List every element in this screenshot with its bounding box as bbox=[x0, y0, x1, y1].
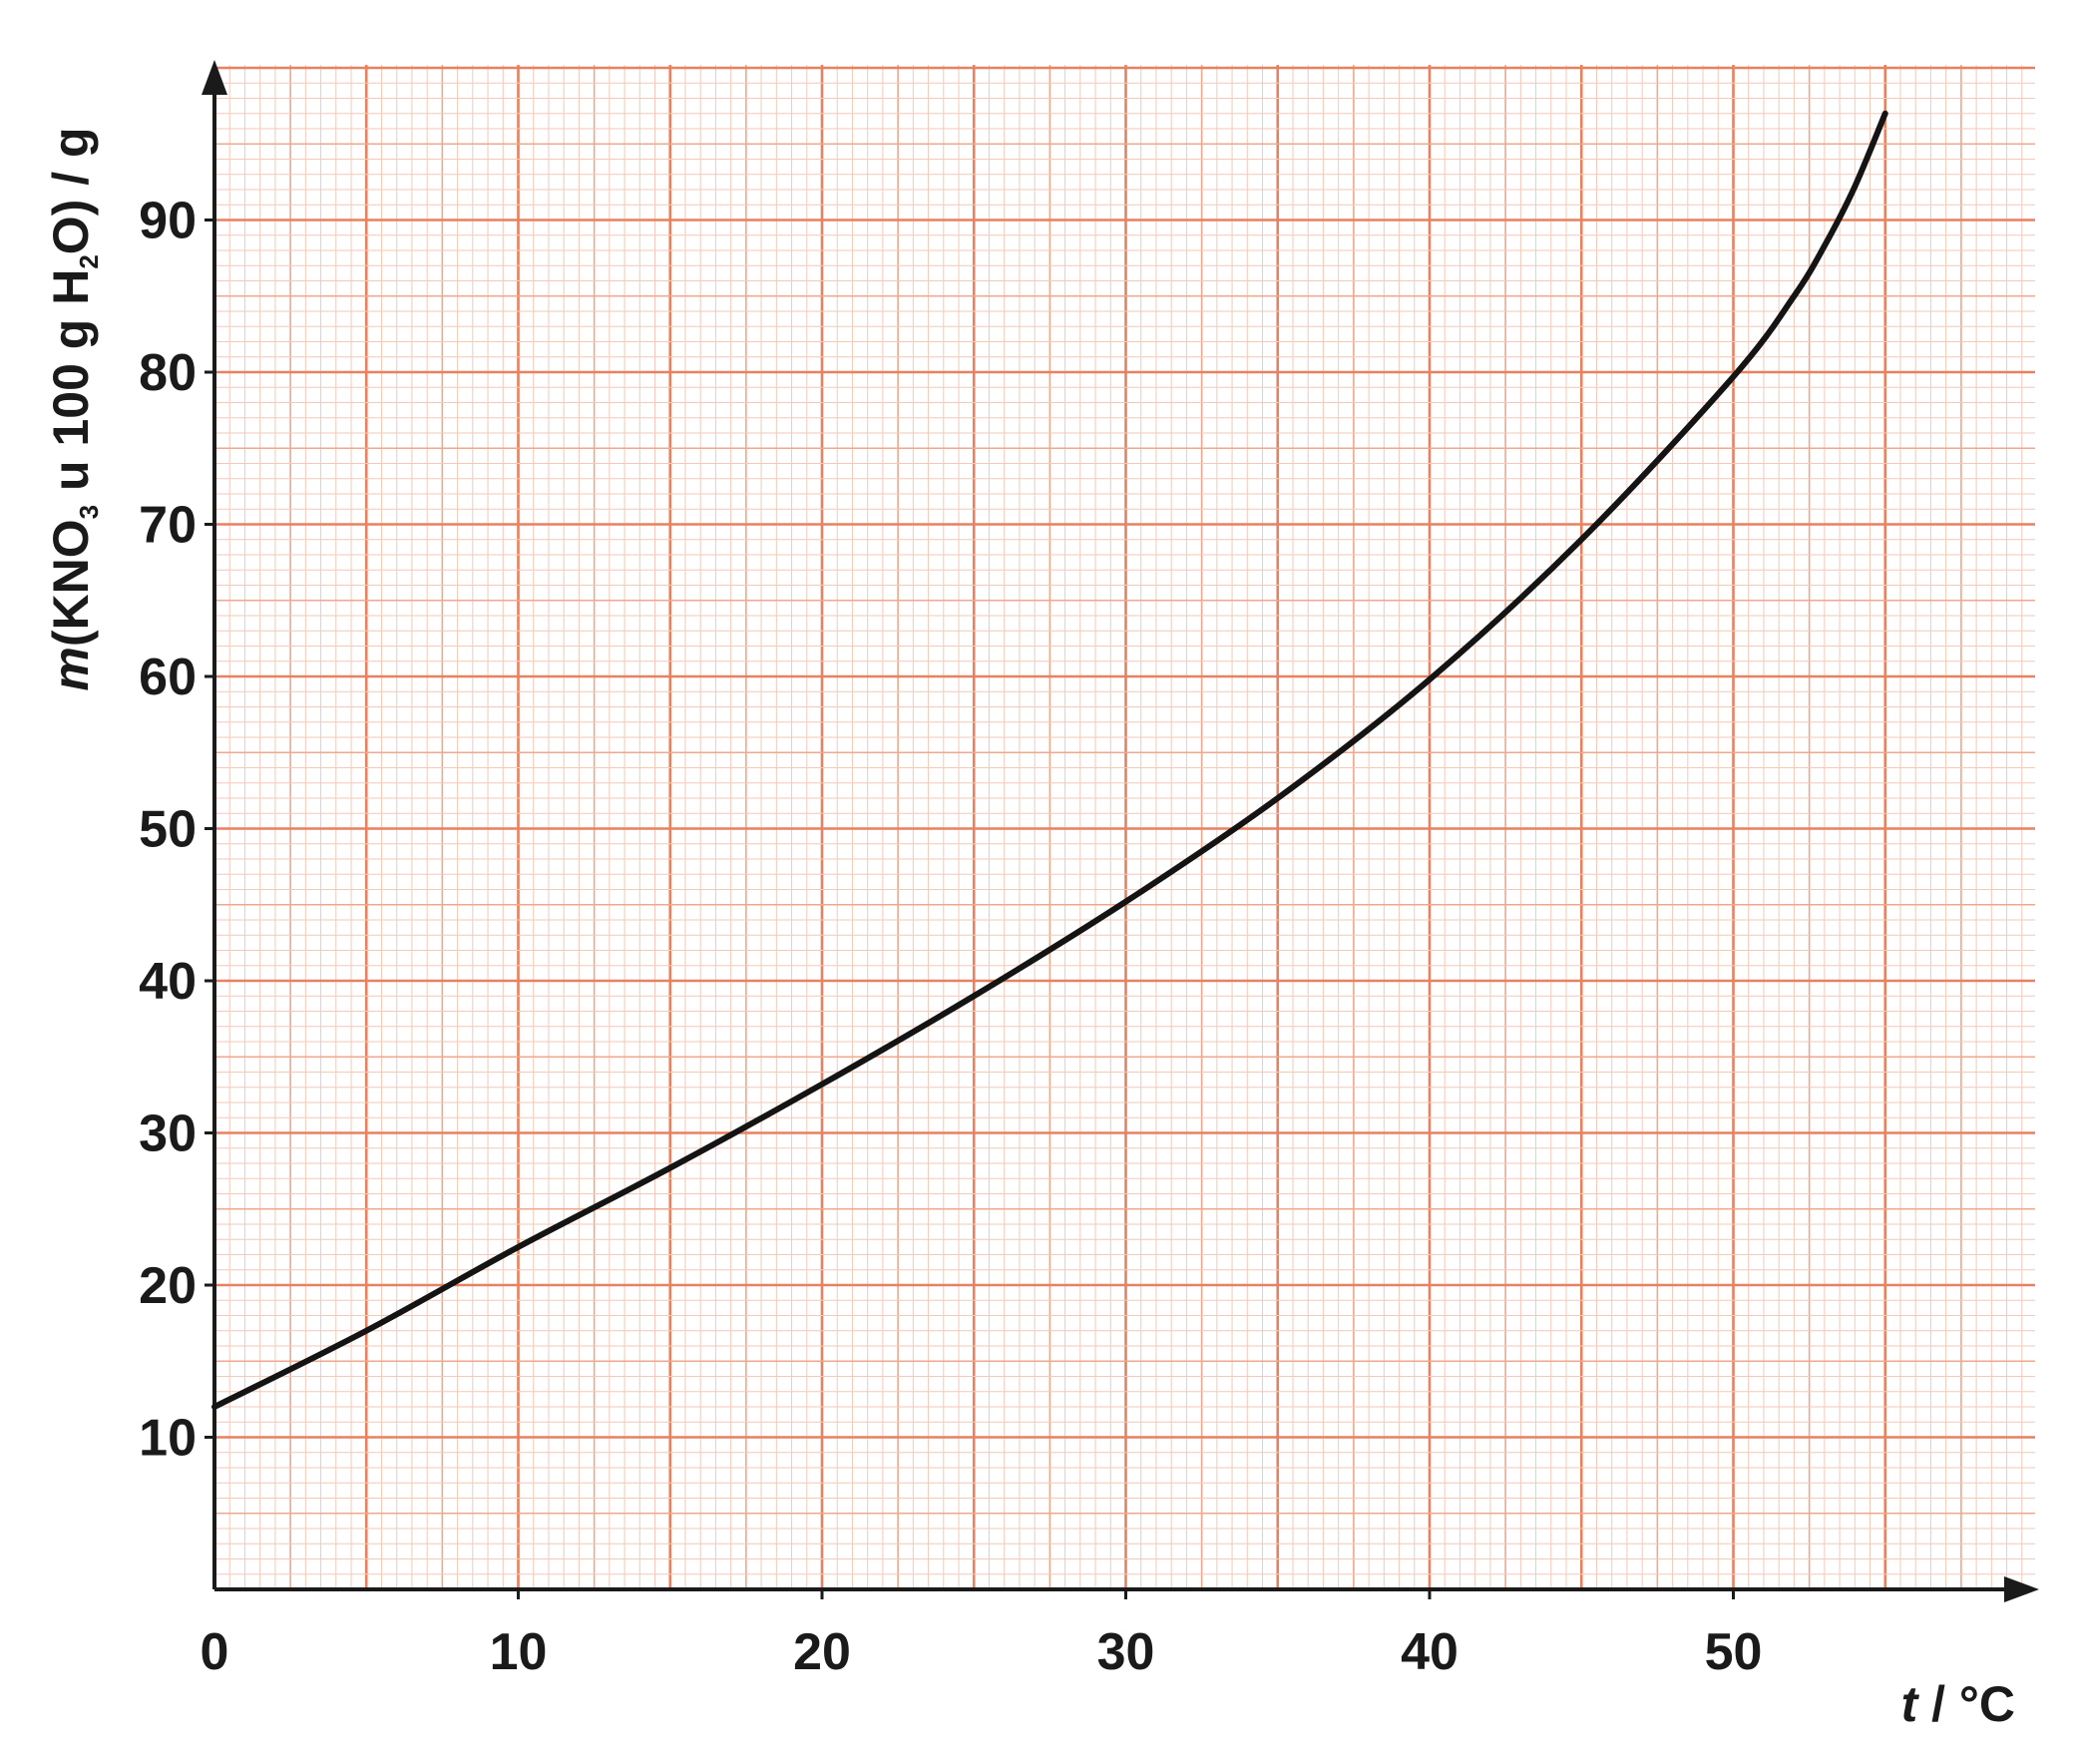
x-tick-label: 0 bbox=[201, 1623, 229, 1681]
y-tick-label: 30 bbox=[139, 1105, 197, 1163]
graph-paper-grid bbox=[212, 65, 2035, 1589]
x-axis-unit: / °C bbox=[1917, 1676, 2015, 1732]
x-axis-label: t / °C bbox=[1901, 1676, 2015, 1732]
y-axis-label-sub2: 2 bbox=[74, 254, 104, 268]
y-axis-label-sub1: 3 bbox=[74, 505, 104, 519]
y-axis-variable: m bbox=[43, 647, 99, 690]
axes bbox=[202, 60, 2039, 1602]
x-tick-label: 50 bbox=[1705, 1623, 1763, 1681]
y-axis-arrow bbox=[202, 60, 227, 95]
y-tick-label: 60 bbox=[139, 649, 197, 706]
y-axis-label-part1: (KNO bbox=[43, 519, 99, 647]
y-tick-label: 50 bbox=[139, 801, 197, 859]
x-tick-label: 30 bbox=[1097, 1623, 1155, 1681]
y-tick-label: 90 bbox=[139, 193, 197, 250]
y-tick-label: 20 bbox=[139, 1257, 197, 1315]
x-tick-label: 20 bbox=[793, 1623, 851, 1681]
solubility-curve bbox=[211, 110, 1888, 1410]
y-tick-label: 70 bbox=[139, 497, 197, 555]
x-axis-arrow bbox=[2004, 1576, 2039, 1602]
y-tick-label: 40 bbox=[139, 953, 197, 1011]
x-tick-label: 10 bbox=[490, 1623, 548, 1681]
x-tick-label: 40 bbox=[1401, 1623, 1458, 1681]
series-line bbox=[211, 110, 1888, 1410]
y-axis-label: m(KNO3 u 100 g H2O) / g bbox=[43, 127, 104, 690]
x-axis-variable: t bbox=[1901, 1676, 1920, 1732]
y-axis-label-part3: O) / g bbox=[43, 127, 99, 254]
y-tick-label: 10 bbox=[139, 1410, 197, 1468]
y-axis-label-part2: u 100 g H bbox=[43, 269, 99, 505]
y-tick-label: 80 bbox=[139, 344, 197, 402]
tick-labels: 0 10 20 30 40 50 10 20 30 40 50 60 70 80 90 bbox=[139, 193, 1762, 1682]
